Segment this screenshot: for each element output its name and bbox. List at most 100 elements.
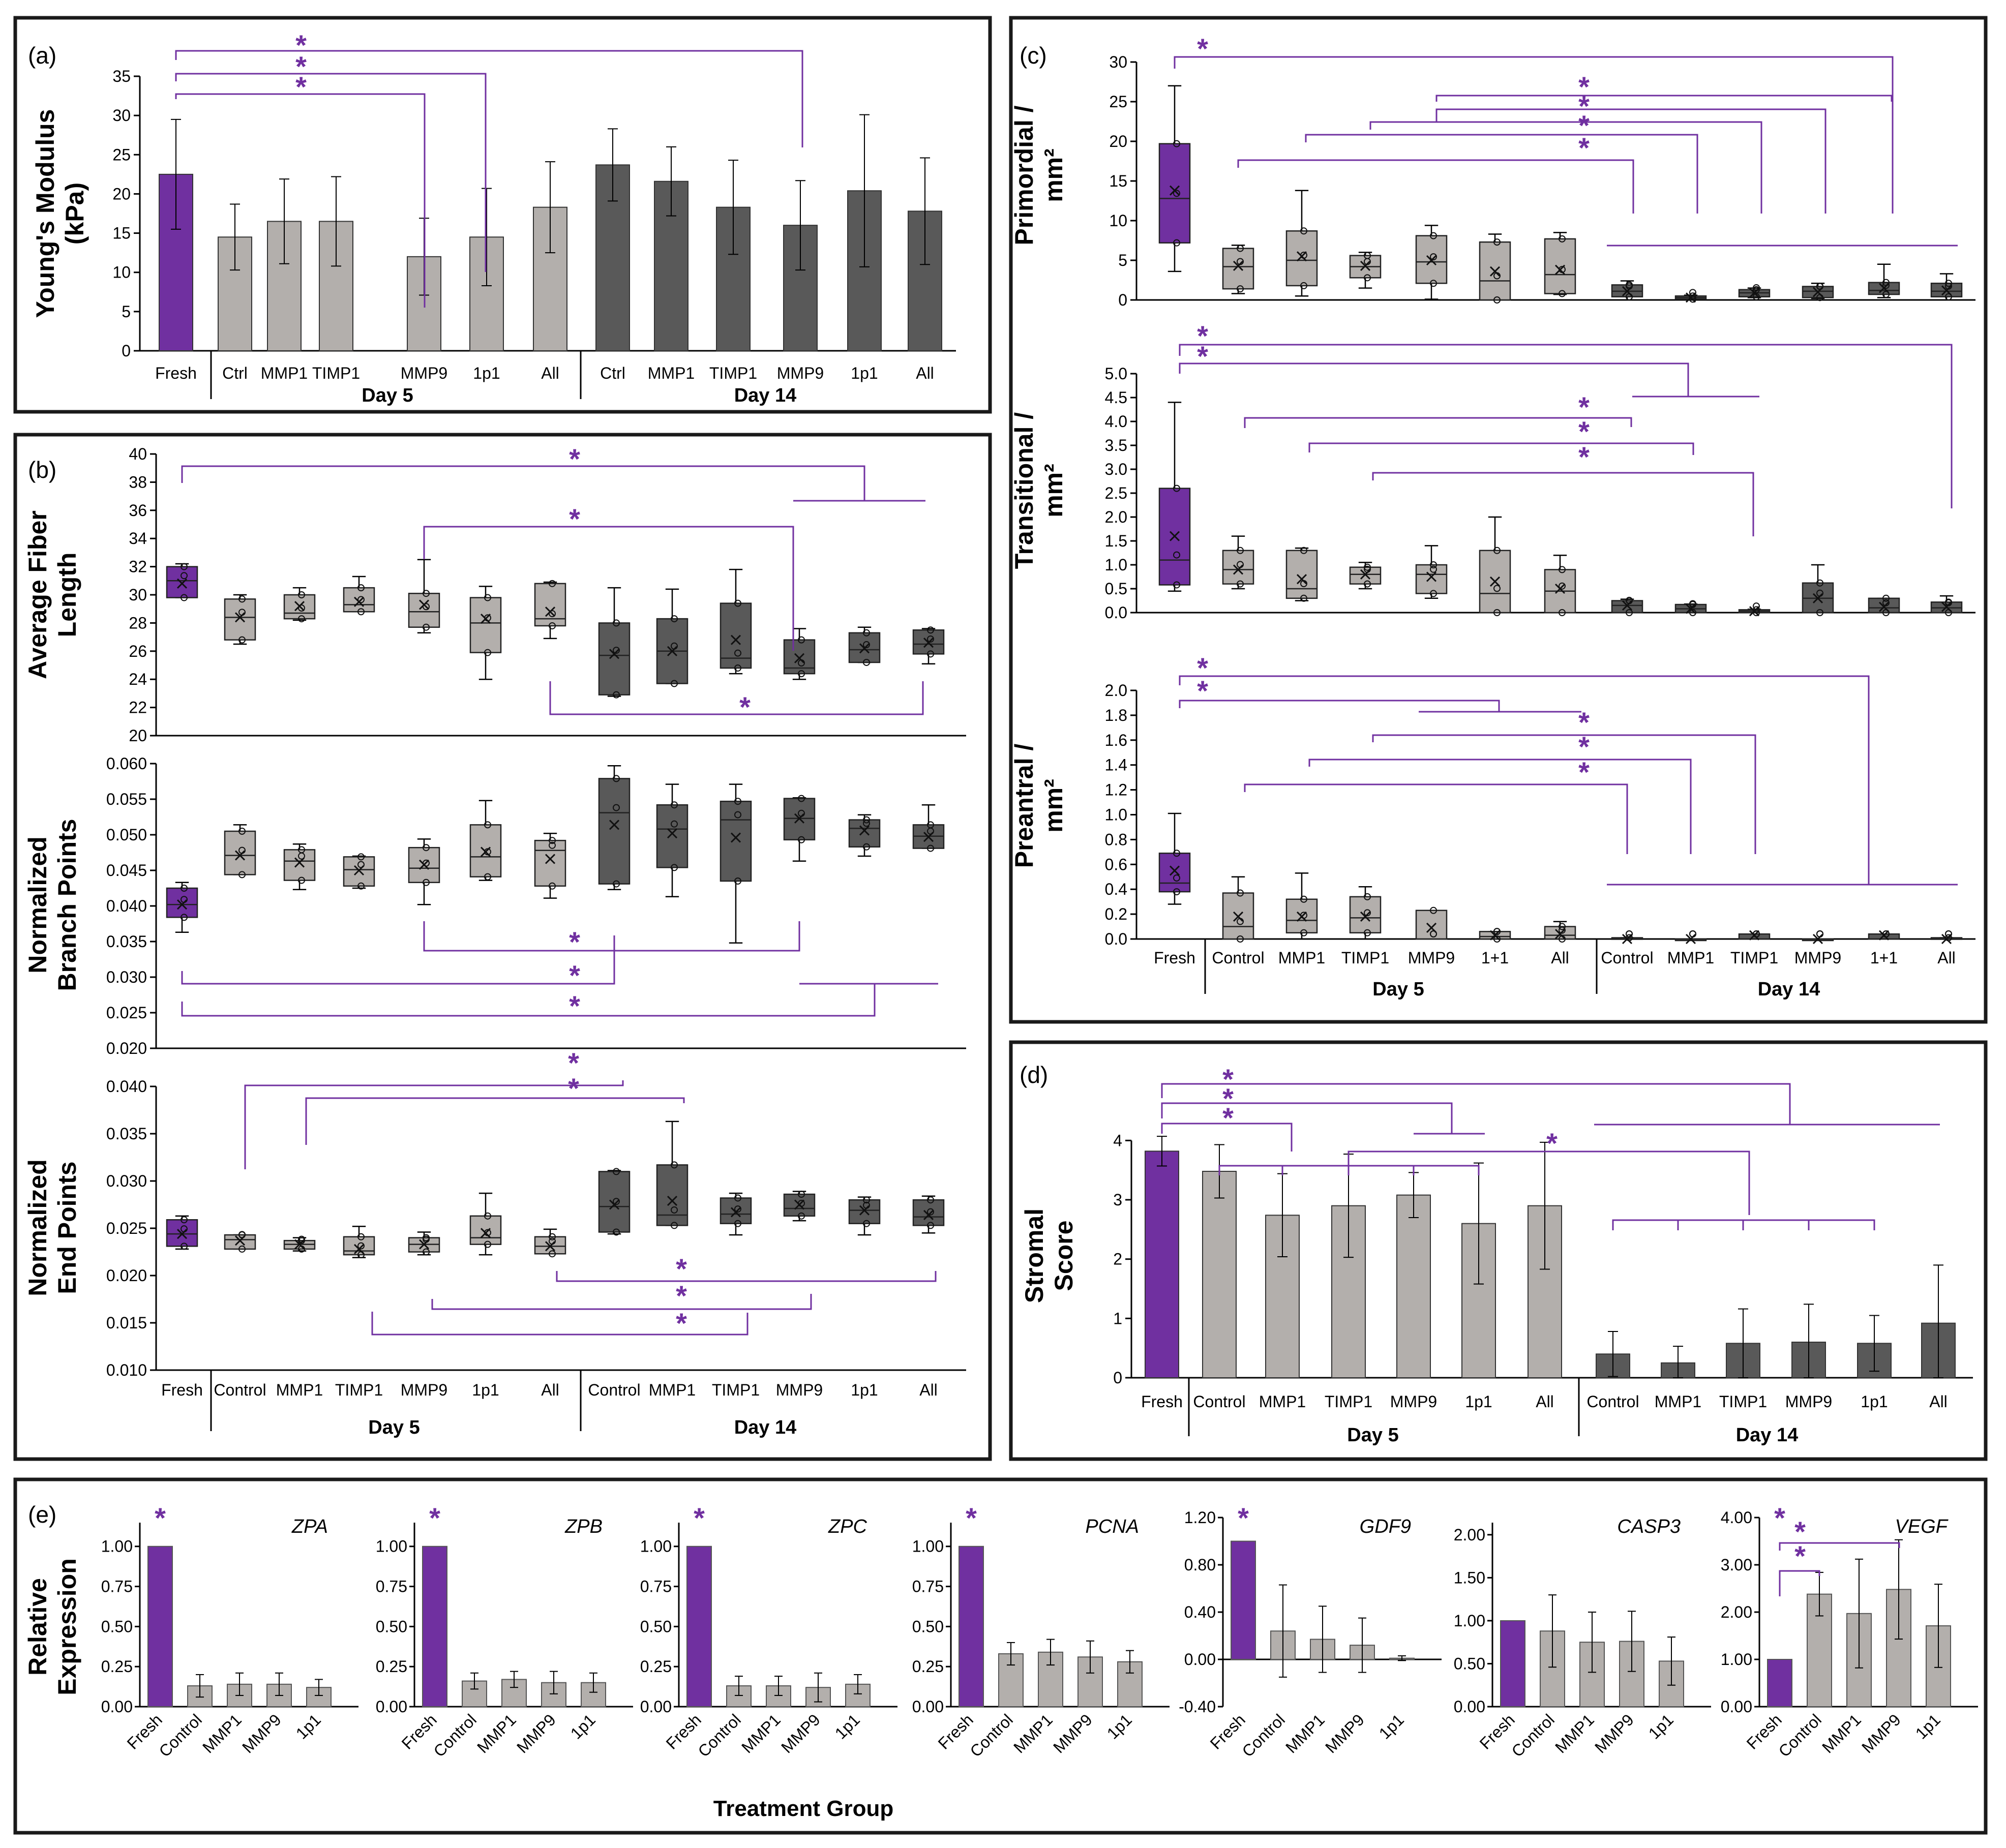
chart-d-category-label: MMP9 xyxy=(1390,1392,1437,1411)
data-point xyxy=(1300,929,1307,936)
chart-a-ytick-label: 35 xyxy=(112,67,131,85)
chart-b3-category-label: TIMP1 xyxy=(335,1381,383,1399)
data-point xyxy=(1882,930,1890,937)
data-point xyxy=(357,861,365,868)
box xyxy=(598,622,631,695)
data-point xyxy=(181,885,188,892)
data-point xyxy=(1364,565,1371,573)
mean-marker xyxy=(1941,601,1952,612)
mean-marker xyxy=(1233,564,1244,575)
data-point xyxy=(671,1222,678,1229)
data-point xyxy=(1173,850,1180,857)
data-point xyxy=(1559,266,1566,274)
mean-marker xyxy=(480,614,491,624)
mean-marker xyxy=(859,1205,870,1216)
data-point xyxy=(1882,594,1890,602)
chart-e-0-category-label: MMP9 xyxy=(238,1710,285,1756)
data-point xyxy=(1945,930,1952,937)
data-point xyxy=(181,1216,188,1224)
sig-bracket xyxy=(1435,108,1827,214)
chart-e-6-significance-star: * xyxy=(1774,1502,1785,1534)
sig-bracket xyxy=(1308,759,1692,854)
data-point xyxy=(1753,609,1760,616)
sig-bracket xyxy=(1308,442,1694,455)
mean-marker xyxy=(294,1239,305,1250)
chart-b1-ylabel: Average Fiber xyxy=(23,510,52,679)
chart-e-6-ytick-label: 1.00 xyxy=(1721,1650,1752,1669)
box xyxy=(912,1199,945,1226)
chart-b2-ytick-label: 0.020 xyxy=(106,1039,147,1057)
data-point xyxy=(238,1231,246,1238)
chart-e-3-ytick-label: 1.00 xyxy=(912,1537,944,1556)
chart-e-1-ytick-label: 0.25 xyxy=(376,1657,407,1676)
chart-c1-ytick-label: 0 xyxy=(1118,291,1127,309)
box xyxy=(343,1236,375,1256)
chart-e-significance-star: * xyxy=(1794,1516,1806,1548)
chart-c3-category-label: Control xyxy=(1212,949,1264,967)
chart-c3-ylabel: mm² xyxy=(1039,779,1068,833)
chart-e-5-category-label: MMP1 xyxy=(1551,1710,1598,1756)
data-point xyxy=(734,1220,741,1227)
sig-bracket xyxy=(549,681,924,715)
data-point xyxy=(1173,888,1180,896)
sig-bracket xyxy=(1372,472,1754,536)
chart-e-6-category-label: 1p1 xyxy=(1912,1710,1944,1742)
data-point xyxy=(549,841,556,849)
sig-bracket xyxy=(1161,1102,1485,1135)
sig-bracket xyxy=(1161,1083,1940,1126)
chart-d-category-label: TIMP1 xyxy=(1325,1392,1372,1411)
data-point xyxy=(1882,599,1890,607)
chart-e-2-significance-star: * xyxy=(694,1502,705,1534)
data-point xyxy=(298,615,305,623)
data-point xyxy=(423,603,430,611)
mean-marker xyxy=(1426,922,1437,933)
mean-marker xyxy=(923,1209,934,1221)
data-point xyxy=(927,650,934,658)
bar xyxy=(1396,1194,1431,1379)
data-point xyxy=(181,914,188,921)
data-point xyxy=(927,1222,934,1229)
chart-c3-category-label: MMP9 xyxy=(1794,949,1841,967)
mean-marker xyxy=(418,1239,430,1250)
chart-b3-group-label-day14: Day 14 xyxy=(734,1417,797,1438)
chart-b3-significance-star: * xyxy=(676,1253,687,1285)
data-point xyxy=(1430,561,1437,568)
data-point xyxy=(549,1250,556,1258)
data-point xyxy=(613,880,620,888)
data-point xyxy=(927,827,934,835)
chart-b3-significance-star: * xyxy=(676,1280,687,1312)
sig-bracket xyxy=(1779,1542,1900,1551)
mean-marker xyxy=(730,1207,741,1218)
data-point xyxy=(1173,581,1180,589)
data-point xyxy=(927,844,934,852)
data-point xyxy=(238,828,246,835)
mean-marker xyxy=(1360,911,1371,922)
chart-b1-ytick-label: 30 xyxy=(129,586,147,604)
sig-bracket xyxy=(1244,783,1628,854)
chart-b3-ytick-label: 0.020 xyxy=(106,1266,147,1285)
data-point xyxy=(298,852,305,860)
chart-b3-ytick-label: 0.010 xyxy=(106,1361,147,1379)
chart-c3-category-label: All xyxy=(1551,949,1569,967)
chart-e-0-ytick-label: 0.50 xyxy=(101,1617,133,1635)
mean-marker xyxy=(667,828,678,839)
mean-marker xyxy=(1233,911,1244,922)
chart-e-3-category-label: Control xyxy=(967,1710,1016,1760)
chart-b1-ylabel: Length xyxy=(53,553,81,638)
data-point xyxy=(1493,547,1501,554)
data-point xyxy=(1626,293,1633,300)
box xyxy=(720,800,752,882)
chart-a-category-label: TIMP1 xyxy=(312,364,360,382)
mean-marker xyxy=(1941,933,1952,945)
chart-c3-group-label-day14: Day 14 xyxy=(1758,979,1820,1000)
chart-b2-significance-star: * xyxy=(569,959,580,991)
chart-a-category-label: MMP1 xyxy=(648,364,695,382)
chart-b3-category-label: All xyxy=(541,1381,559,1399)
data-point xyxy=(1689,930,1696,937)
chart-a-ytick-label: 5 xyxy=(122,302,131,321)
chart-c1-ytick-label: 20 xyxy=(1109,132,1127,150)
data-point xyxy=(1300,547,1307,554)
chart-d-category-label: MMP9 xyxy=(1785,1392,1832,1411)
chart-e-2-ytick-label: 0.50 xyxy=(640,1617,672,1635)
chart-c3-significance-star: * xyxy=(1578,731,1590,763)
